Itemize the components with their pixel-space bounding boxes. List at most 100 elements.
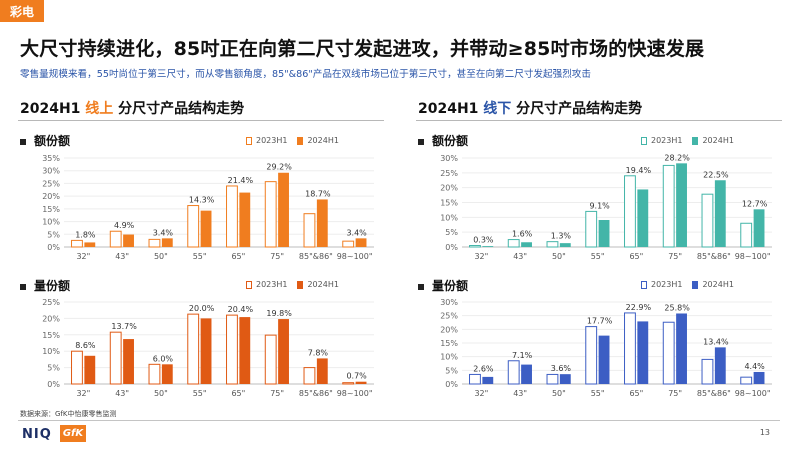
bar-2023 <box>264 181 277 248</box>
bar-2023 <box>264 334 277 385</box>
bar-2023 <box>109 230 122 248</box>
y-tick-label: 25% <box>42 179 60 188</box>
bar-2024 <box>123 234 134 247</box>
bar-2023 <box>226 314 238 385</box>
y-tick-label: 10% <box>440 213 458 222</box>
online-section-title: 2024H1 线上 分尺寸产品结构走势 <box>20 98 244 118</box>
online-section-suffix: 分尺寸产品结构走势 <box>113 101 245 117</box>
page-subtitle: 零售量规模来看，55吋尚位于第三尺寸，而从零售额角度，85"&86"产品在双线市… <box>20 69 591 80</box>
x-tick-label: 98~100" <box>735 389 771 398</box>
bullet-square-icon <box>418 283 424 290</box>
y-tick-label: 30% <box>440 298 458 307</box>
y-tick-label: 0% <box>47 380 60 389</box>
bar-2023 <box>148 238 161 248</box>
y-tick-label: 0% <box>445 243 458 252</box>
y-tick-label: 35% <box>42 154 60 163</box>
x-tick-label: 50" <box>552 252 566 261</box>
y-tick-label: 5% <box>445 366 458 375</box>
x-tick-label: 50" <box>154 252 168 261</box>
bar-2024 <box>239 192 251 247</box>
data-label: 7.8% <box>308 348 329 357</box>
x-tick-label: 55" <box>591 252 605 261</box>
online-volume-chart: 0% 5% 10% 15% 20% 25% 8.6% 32" 13.7% 43" 6.0% 50" 20… <box>42 298 374 398</box>
data-label: 28.2% <box>664 153 690 162</box>
bar-2023 <box>226 185 238 248</box>
bar-2024 <box>714 347 726 384</box>
page-number: 13 <box>759 428 770 437</box>
x-tick-label: 85"&86" <box>697 389 731 398</box>
bar-2024 <box>239 317 251 384</box>
bar-2024 <box>316 358 328 384</box>
data-label: 1.6% <box>512 230 533 239</box>
online-volume-label: 量份额 <box>20 277 70 294</box>
data-label: 29.2% <box>266 163 292 172</box>
online-amount-label: 额份额 <box>20 132 70 149</box>
bar-2024 <box>200 318 212 384</box>
data-label: 22.9% <box>626 303 652 312</box>
x-tick-label: 43" <box>115 252 129 261</box>
data-label: 1.8% <box>75 230 96 239</box>
offline-volume-label: 量份额 <box>418 277 468 294</box>
bar-2023 <box>546 241 559 248</box>
data-label: 3.4% <box>346 228 367 237</box>
bar-2024 <box>161 364 173 384</box>
bar-2024 <box>676 313 687 384</box>
x-tick-label: 55" <box>193 389 207 398</box>
bar-2023 <box>342 382 355 385</box>
offline-section-divider <box>416 120 782 121</box>
data-label: 21.4% <box>228 176 254 185</box>
bar-2024 <box>316 199 328 247</box>
bullet-square-icon <box>418 138 424 145</box>
bar-2024 <box>598 220 610 247</box>
data-label: 0.3% <box>473 236 494 245</box>
data-label: 17.7% <box>587 317 613 326</box>
bar-2023 <box>585 326 598 385</box>
bar-2024 <box>278 319 289 384</box>
data-label: 22.5% <box>703 170 729 179</box>
data-label: 19.8% <box>266 309 292 318</box>
data-label: 4.4% <box>744 362 765 371</box>
x-tick-label: 75" <box>270 389 284 398</box>
legend-swatch-2023 <box>246 136 252 145</box>
y-tick-label: 25% <box>440 312 458 321</box>
data-label: 9.1% <box>589 201 610 210</box>
bullet-square-icon <box>20 138 26 145</box>
bar-2024 <box>200 210 212 247</box>
y-tick-label: 15% <box>42 331 60 340</box>
bar-2023 <box>624 312 636 385</box>
y-tick-label: 15% <box>440 339 458 348</box>
bar-2024 <box>637 189 649 247</box>
y-tick-label: 5% <box>47 230 60 239</box>
bar-2023 <box>701 358 714 385</box>
x-tick-label: 75" <box>668 252 682 261</box>
y-tick-label: 25% <box>440 169 458 178</box>
bar-2023 <box>546 373 559 385</box>
y-tick-label: 20% <box>42 192 60 201</box>
online-section-divider <box>18 120 384 121</box>
bar-2023 <box>701 193 714 248</box>
y-tick-label: 20% <box>440 325 458 334</box>
x-tick-label: 32" <box>474 389 488 398</box>
x-tick-label: 43" <box>513 389 527 398</box>
x-tick-label: 32" <box>76 389 90 398</box>
data-label: 1.3% <box>551 232 572 241</box>
niq-logo: NIQ <box>22 427 52 442</box>
legend-swatch-2023 <box>641 280 647 289</box>
legend-swatch-2024 <box>297 280 304 289</box>
offline-volume-legend: 2023H1 2024H1 <box>641 280 734 289</box>
bar-2024 <box>123 339 134 384</box>
data-label: 18.7% <box>305 189 331 198</box>
offline-section-prefix: 2024H1 <box>418 101 484 117</box>
x-tick-label: 43" <box>513 252 527 261</box>
bar-2024 <box>84 355 96 384</box>
x-tick-label: 55" <box>193 252 207 261</box>
x-tick-label: 98~100" <box>337 389 373 398</box>
data-label: 6.0% <box>153 354 174 363</box>
x-tick-label: 43" <box>115 389 129 398</box>
data-label: 20.0% <box>189 304 215 313</box>
bar-2024 <box>637 321 649 384</box>
x-tick-label: 98~100" <box>735 252 771 261</box>
bar-2023 <box>303 213 316 248</box>
bar-2023 <box>585 210 598 248</box>
data-label: 8.6% <box>75 341 96 350</box>
